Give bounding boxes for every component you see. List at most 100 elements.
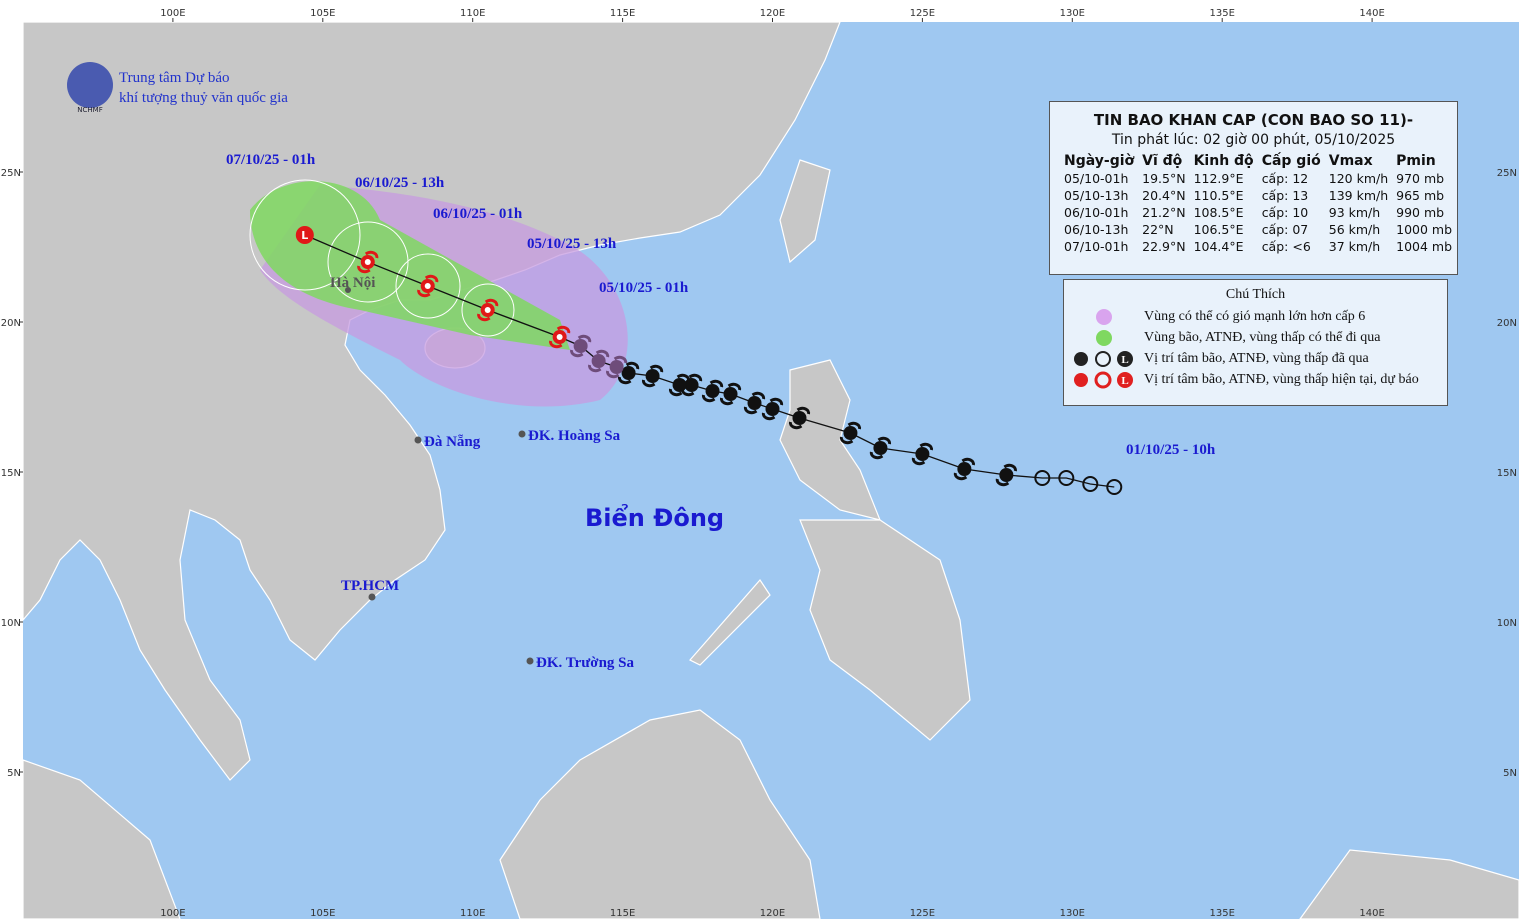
track-point bbox=[618, 361, 640, 385]
storm-icon bbox=[915, 447, 930, 461]
storm-icon bbox=[999, 468, 1014, 482]
legend-icon: L bbox=[1074, 350, 1133, 367]
place: TP.HCM bbox=[341, 578, 399, 594]
table-row: 06/10-01h 21.2°N 108.5°E cấp: 10 93 km/h 990 … bbox=[1060, 204, 1456, 221]
table-cell: 21.2°N bbox=[1142, 205, 1186, 220]
legend-icon bbox=[1096, 308, 1112, 325]
lon-tick-label: 120E bbox=[760, 8, 785, 19]
storm-icon bbox=[672, 378, 687, 392]
forecast-radii bbox=[249, 179, 515, 337]
track-point bbox=[869, 436, 891, 460]
column-header: Vmax bbox=[1328, 153, 1373, 169]
lon-tick-label: 100E bbox=[160, 908, 185, 919]
track-point bbox=[669, 373, 691, 397]
lon-tick-label: 140E bbox=[1359, 908, 1384, 919]
track-point bbox=[477, 298, 499, 322]
column-header: Pmin bbox=[1396, 153, 1436, 169]
legend-item: L Vị trí tâm bão, ATNĐ, vùng thấp hiện tạ… bbox=[1064, 369, 1447, 390]
table-cell: 05/10-01h bbox=[1064, 171, 1129, 186]
table-cell: 110.5°E bbox=[1193, 188, 1244, 203]
track-point bbox=[417, 274, 439, 298]
table-row: 05/10-13h 20.4°N 110.5°E cấp: 13 139 km/h 965… bbox=[1060, 187, 1456, 204]
table-cell: 05/10-13h bbox=[1064, 188, 1129, 203]
lat-tick-label: 20N bbox=[1, 318, 21, 329]
storm-eye bbox=[484, 307, 491, 313]
track-point bbox=[642, 364, 664, 388]
place: Đà Nẵng bbox=[424, 434, 481, 450]
depression-icon bbox=[1082, 476, 1099, 492]
sea-label: Biển Đông bbox=[585, 502, 724, 532]
track-point bbox=[788, 406, 811, 430]
table-cell: 06/10-01h bbox=[1064, 205, 1129, 220]
lon-tick-label: 120E bbox=[760, 908, 785, 919]
legend-text: Vị trí tâm bão, ATNĐ, vùng thấp hiện tại… bbox=[1144, 371, 1419, 387]
table-cell: 1004 mb bbox=[1396, 239, 1453, 254]
legend-symbol: L bbox=[1121, 354, 1128, 366]
track-point bbox=[1034, 470, 1051, 486]
track-point bbox=[761, 397, 784, 421]
table-cell: 112.9°E bbox=[1193, 171, 1244, 186]
storm-icon bbox=[684, 378, 699, 392]
table-cell: cấp: 07 bbox=[1261, 222, 1309, 237]
table-cell: cấp: 10 bbox=[1261, 205, 1309, 220]
legend-item: L Vị trí tâm bão, ATNĐ, vùng thấp đã qua bbox=[1064, 348, 1447, 369]
storm-tails bbox=[761, 397, 784, 421]
storm-tails bbox=[953, 457, 975, 481]
storm-tails bbox=[606, 355, 628, 379]
storm-tails bbox=[618, 361, 640, 385]
time-label: 06/10/25 - 13h bbox=[355, 175, 445, 191]
storm-icon bbox=[621, 366, 636, 380]
place-dots bbox=[345, 287, 534, 665]
lon-tick-label: 125E bbox=[910, 908, 935, 919]
low-icon bbox=[295, 226, 314, 244]
legend-symbol: L bbox=[1121, 375, 1128, 387]
bulletin-table: Ngày-giờ Vĩ độ Kinh độ Cấp gió Vmax Pmin 05/10… bbox=[1060, 152, 1456, 255]
track-point bbox=[357, 250, 379, 274]
track-point bbox=[549, 325, 571, 349]
lon-tick-label: 130E bbox=[1060, 908, 1085, 919]
lat-tick-label: 5N bbox=[7, 768, 21, 779]
table-cell: 1000 mb bbox=[1396, 222, 1453, 237]
storm-icon bbox=[705, 384, 720, 398]
lon-tick-label: 115E bbox=[610, 8, 635, 19]
storm-tails bbox=[995, 463, 1017, 487]
place: ĐK. Trường Sa bbox=[536, 655, 635, 671]
track-point bbox=[701, 379, 724, 403]
track-point bbox=[606, 355, 628, 379]
lon-tick-label: 140E bbox=[1359, 8, 1384, 19]
storm-tails bbox=[477, 298, 499, 322]
track-point: L bbox=[295, 226, 314, 244]
lon-tick-label: 110E bbox=[460, 908, 485, 919]
lon-tick-label: 130E bbox=[1060, 8, 1085, 19]
table-cell: 965 mb bbox=[1396, 188, 1445, 203]
table-cell: 56 km/h bbox=[1328, 222, 1381, 237]
table-row: 06/10-13h 22°N 106.5°E cấp: 07 56 km/h 1000 m… bbox=[1060, 221, 1456, 238]
storm-tails bbox=[669, 373, 691, 397]
lat-tick-label: 25N bbox=[1, 168, 21, 179]
storm-icon bbox=[765, 402, 780, 416]
table-row: 07/10-01h 22.9°N 104.4°E cấp: <6 37 km/h 1004… bbox=[1060, 238, 1456, 255]
lon-tick-label: 100E bbox=[160, 8, 185, 19]
table-cell: cấp: 13 bbox=[1261, 188, 1309, 203]
storm-tails bbox=[788, 406, 811, 430]
table-cell: 120 km/h bbox=[1328, 171, 1389, 186]
legend-item: Vùng có thể có gió mạnh lớn hơn cấp 6 bbox=[1064, 306, 1447, 327]
table-cell: 990 mb bbox=[1396, 205, 1445, 220]
lat-tick-label: 5N bbox=[1503, 768, 1517, 779]
legend-text: Vị trí tâm bão, ATNĐ, vùng thấp đã qua bbox=[1144, 350, 1369, 366]
track-point bbox=[719, 382, 742, 406]
column-header: Cấp gió bbox=[1261, 153, 1321, 169]
column-header: Vĩ độ bbox=[1142, 153, 1183, 169]
legend-icon: L bbox=[1074, 371, 1133, 388]
depression-icon bbox=[1106, 479, 1123, 495]
lon-tick-label: 105E bbox=[310, 908, 335, 919]
storm-icon bbox=[873, 441, 888, 455]
legend-item: Vùng bão, ATNĐ, vùng thấp có thể đi qua bbox=[1064, 327, 1447, 348]
storm-tails bbox=[417, 274, 439, 298]
track-point bbox=[570, 334, 592, 358]
table-cell: 22°N bbox=[1142, 222, 1174, 237]
table-cell: 06/10-13h bbox=[1064, 222, 1129, 237]
logo-abbr: NCHMF bbox=[77, 106, 102, 114]
lat-tick-label: 15N bbox=[1, 468, 21, 479]
table-cell: 104.4°E bbox=[1193, 239, 1244, 254]
